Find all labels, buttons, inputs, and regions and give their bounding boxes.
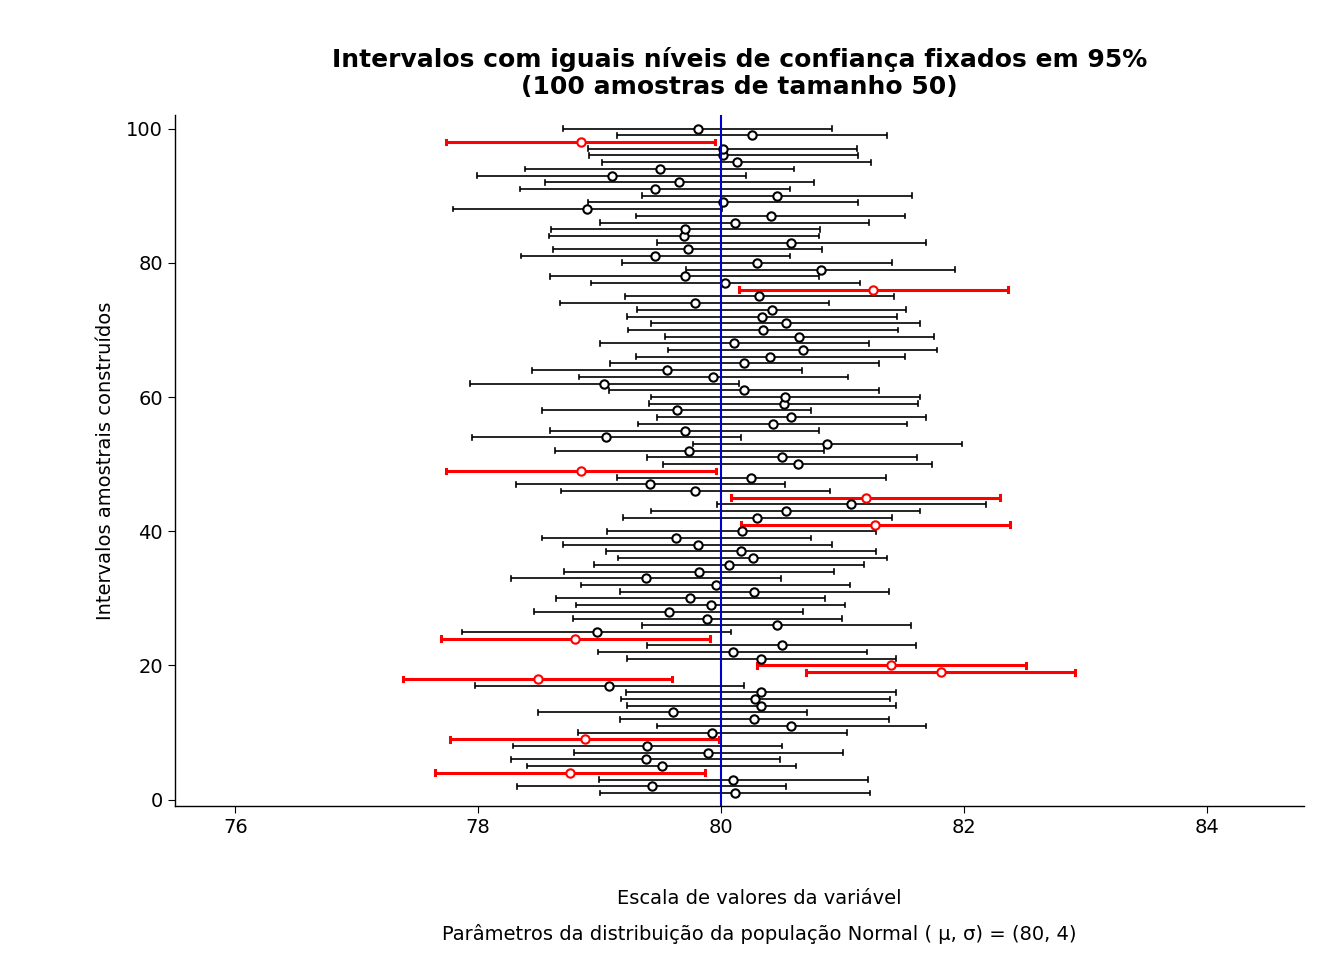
Y-axis label: Intervalos amostrais construídos: Intervalos amostrais construídos — [95, 301, 116, 620]
Text: Escala de valores da variável
Parâmetros da distribuição da população Normal ( μ: Escala de valores da variável Parâmetros… — [442, 889, 1077, 945]
Title: Intervalos com iguais níveis de confiança fixados em 95%
(100 amostras de tamanh: Intervalos com iguais níveis de confianç… — [332, 47, 1146, 100]
